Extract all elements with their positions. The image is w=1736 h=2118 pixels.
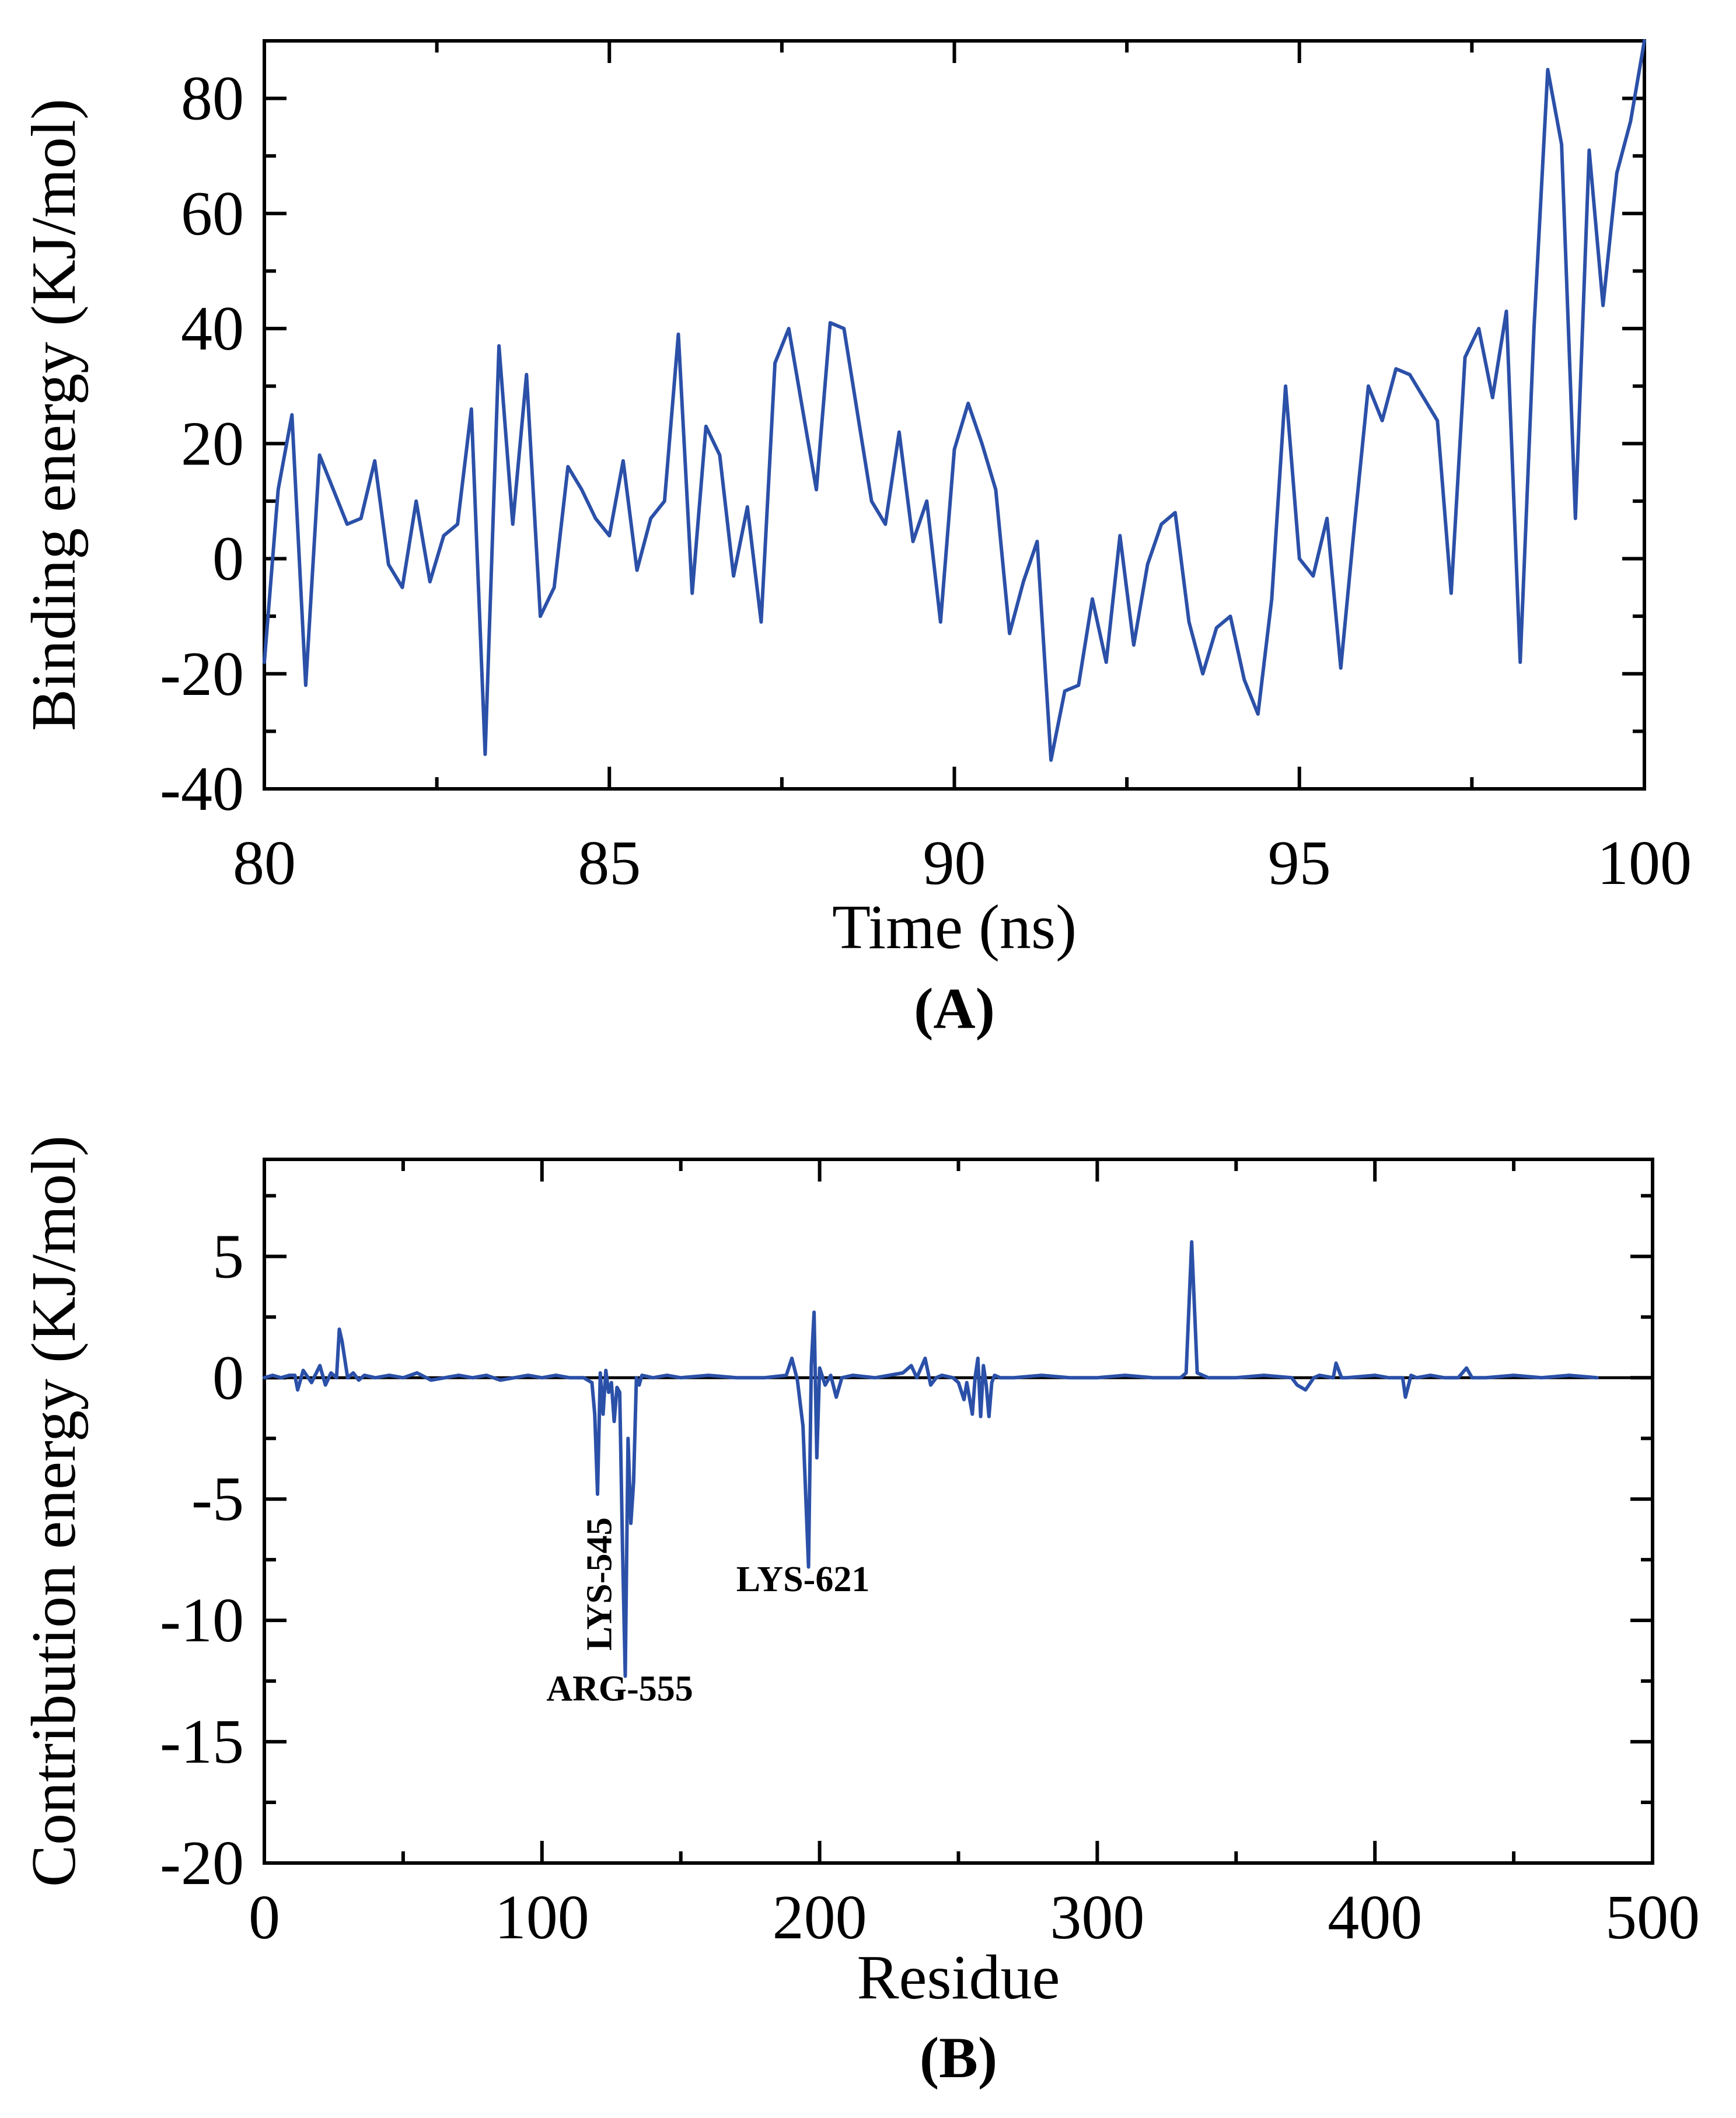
- y-tick-label: -5: [191, 1465, 244, 1534]
- x-tick-label: 500: [1605, 1883, 1700, 1952]
- x-tick-label: 85: [578, 829, 641, 898]
- x-tick-label: 90: [923, 829, 986, 898]
- residue-annotation: LYS-545: [580, 1517, 620, 1651]
- residue-annotation: ARG-555: [546, 1669, 693, 1708]
- x-tick-label: 100: [495, 1883, 589, 1952]
- x-tick-label: 300: [1050, 1883, 1144, 1952]
- x-tick-label: 80: [233, 829, 296, 898]
- data-series-line: [263, 39, 1646, 762]
- y-tick-label: 0: [212, 525, 244, 594]
- panel-label: (B): [920, 2025, 997, 2090]
- x-tick-label: 400: [1328, 1883, 1422, 1952]
- y-tick-label: -10: [160, 1586, 244, 1655]
- plot-frame: [263, 1158, 1654, 1865]
- x-axis-title: Residue: [857, 1943, 1060, 2012]
- panel-label: (A): [914, 976, 995, 1041]
- y-tick-label: -20: [160, 639, 244, 709]
- y-tick-label: -40: [160, 754, 244, 824]
- y-axis-title: Contribution energy (KJ/mol): [19, 1135, 89, 1887]
- y-tick-label: 0: [212, 1343, 244, 1413]
- y-axis-title: Binding energy (KJ/mol): [19, 99, 89, 731]
- data-series-line: [263, 1240, 1599, 1678]
- residue-annotation: LYS-621: [736, 1560, 870, 1599]
- y-tick-label: 20: [181, 409, 244, 478]
- y-tick-label: 80: [181, 64, 244, 134]
- panel-a-binding-energy-chart: 80 85 90 95 100 -40 -20 0 20 40 60 80 Time (ns) Bindi…: [19, 39, 1692, 1041]
- x-axis-title: Time (ns): [832, 893, 1077, 962]
- y-tick-label: 60: [181, 179, 244, 249]
- x-tick-label: 200: [773, 1883, 867, 1952]
- y-tick-label: 5: [212, 1222, 244, 1291]
- y-tick-label: -20: [160, 1829, 244, 1898]
- y-tick-label: -15: [160, 1707, 244, 1777]
- y-tick-label: 40: [181, 294, 244, 364]
- x-tick-label: 95: [1268, 829, 1331, 898]
- x-tick-label: 0: [249, 1883, 280, 1952]
- x-tick-label: 100: [1597, 829, 1692, 898]
- panel-b-contribution-energy-chart: 0 100 200 300 400 500 -20 -15 -10 -5 0 5 Residue Cont…: [19, 1135, 1700, 2090]
